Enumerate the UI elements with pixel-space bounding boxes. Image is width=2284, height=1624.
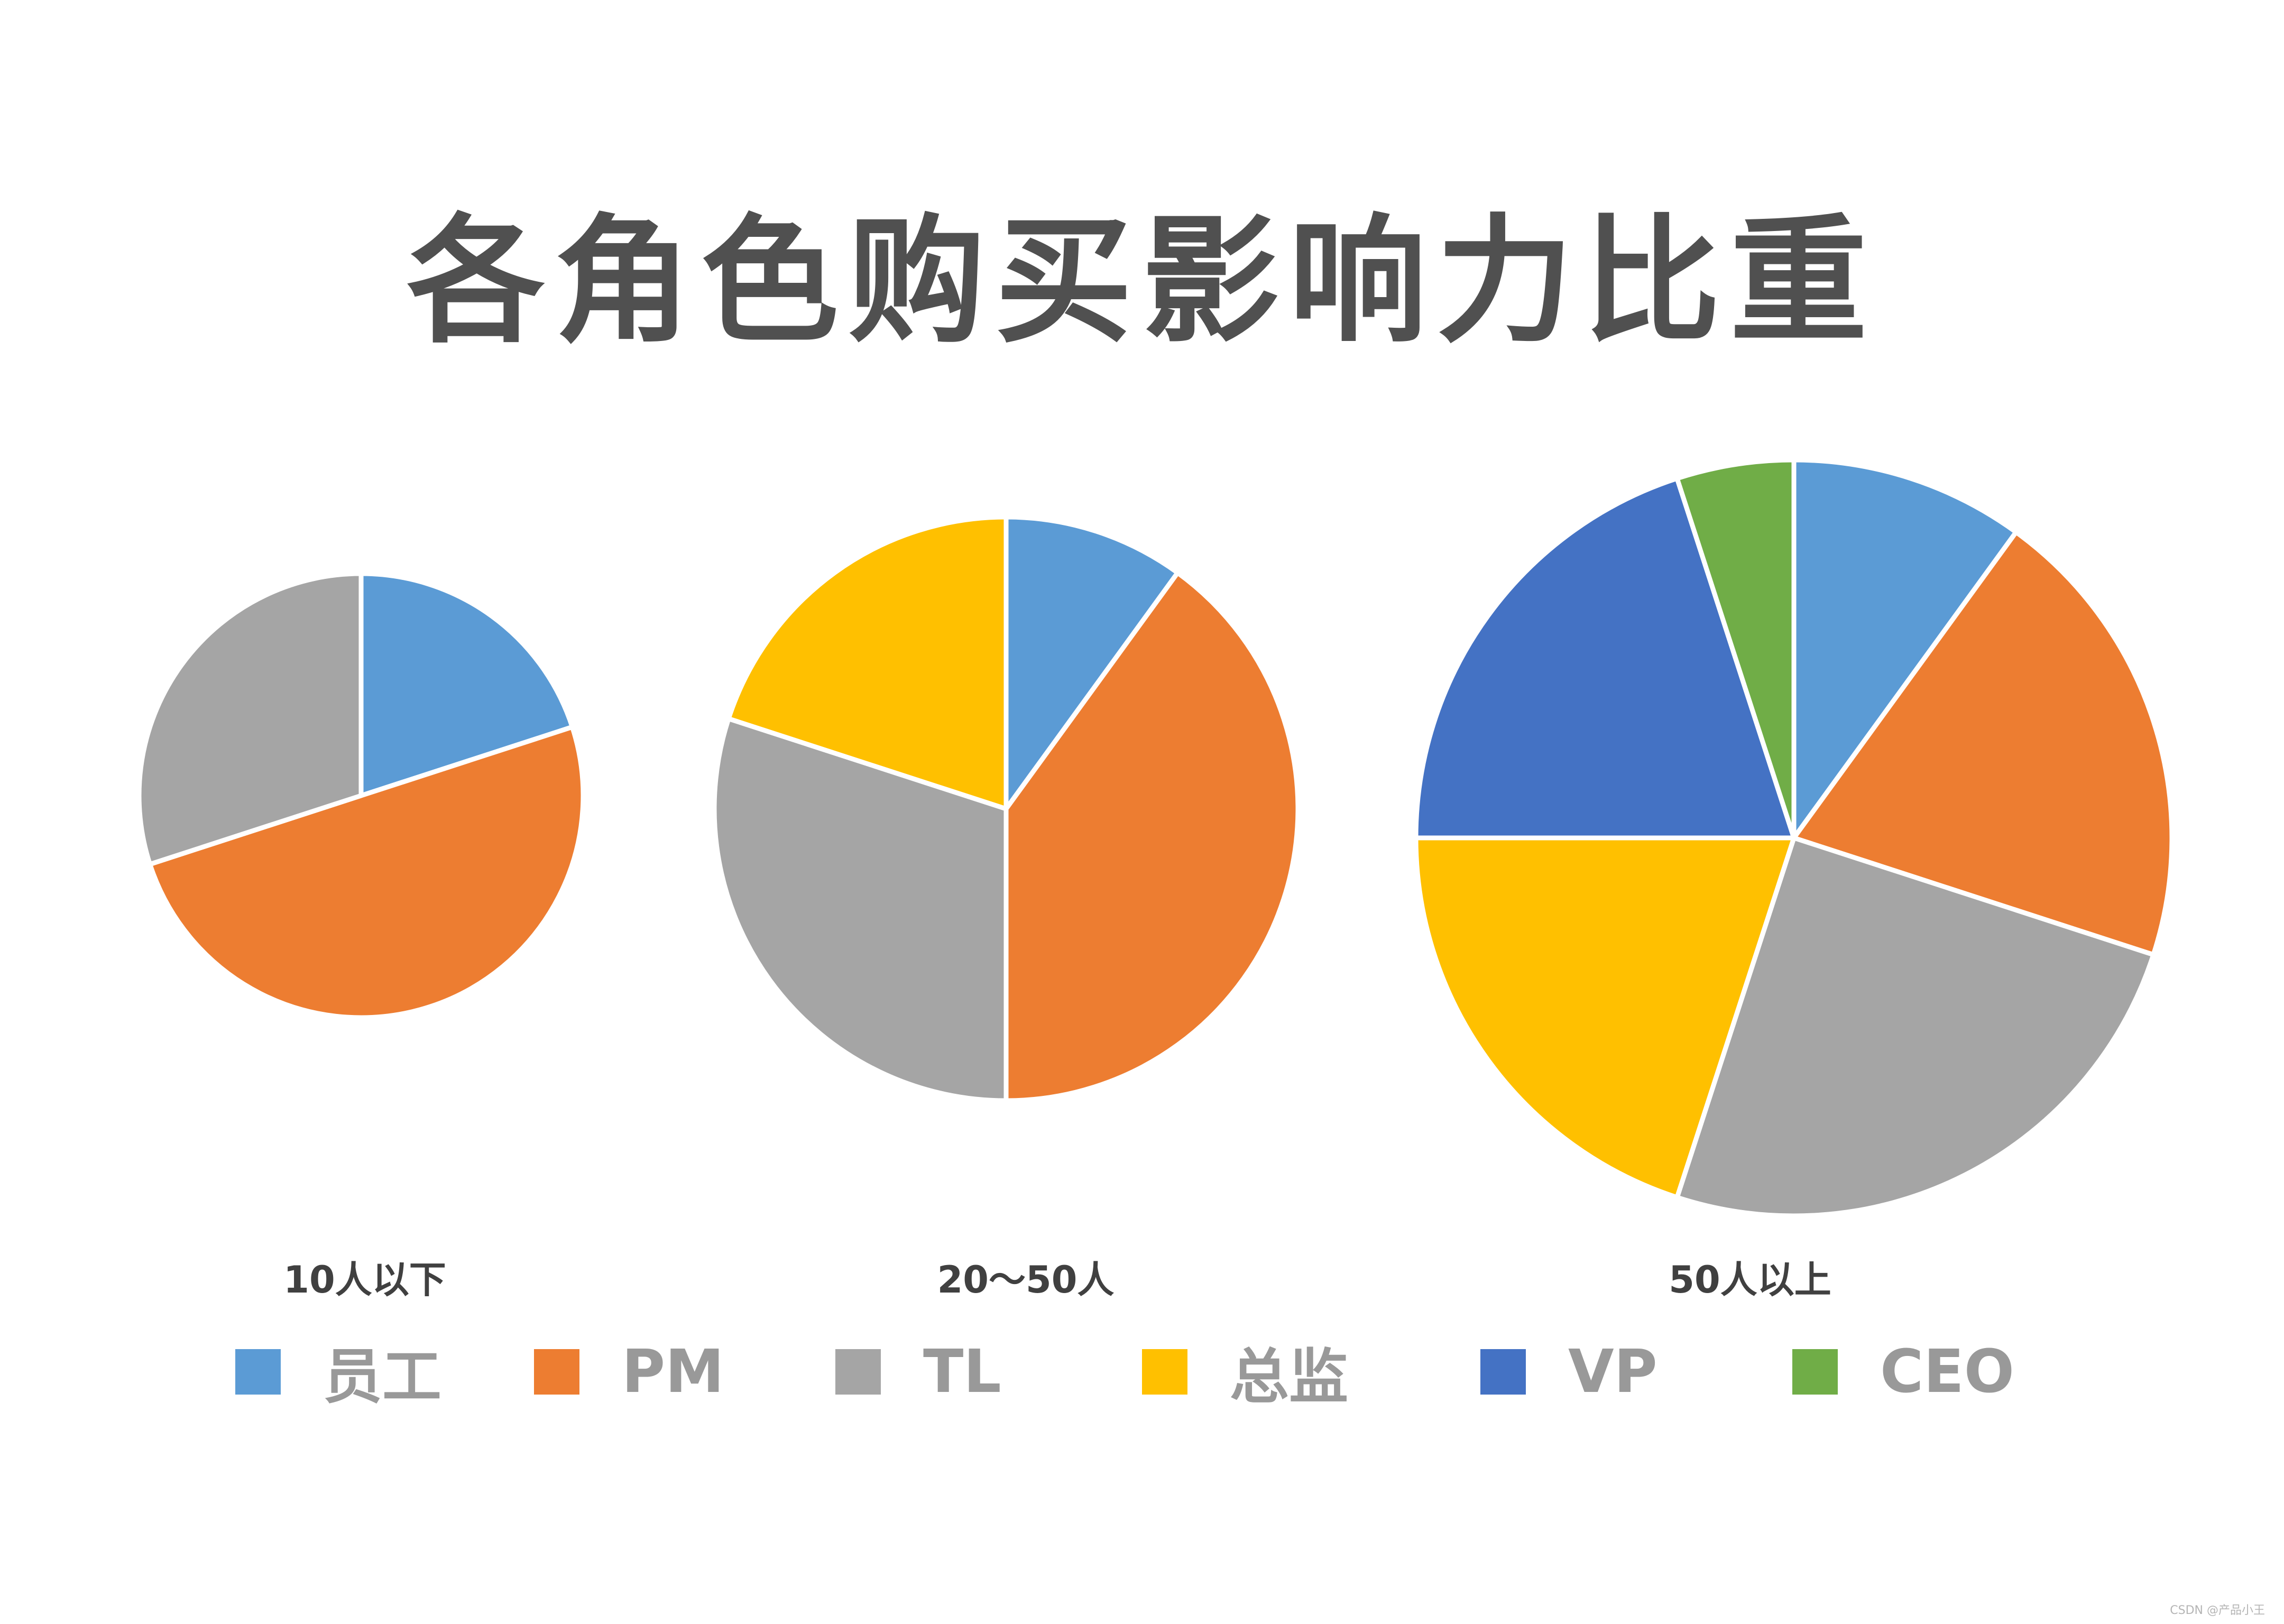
legend-label-pm: PM (622, 1337, 724, 1406)
pie-2-slice-1 (1791, 530, 2175, 957)
pie-1-slice-3 (726, 514, 1009, 811)
pie-label-medium: 20～50人 (937, 1258, 1115, 1302)
legend-swatch-ceo (1792, 1349, 1838, 1395)
pie-2-slice-0 (1791, 457, 2019, 841)
pie-1-slice-2 (712, 716, 1009, 1103)
legend-item-pm: PM (534, 1332, 724, 1411)
legend-swatch-employee (235, 1349, 281, 1395)
legend-label-tl: TL (923, 1337, 1001, 1406)
legend-label-director: 总监 (1230, 1343, 1348, 1411)
legend-swatch-pm (534, 1349, 579, 1395)
pie-0-slice-0 (358, 571, 575, 798)
legend-swatch-vp (1480, 1349, 1526, 1395)
watermark: CSDN @产品小王 (2170, 1604, 2265, 1617)
pie-0-slice-1 (148, 724, 586, 1020)
pie-2-slice-2 (1674, 835, 2156, 1219)
pie-label-small: 10人以下 (283, 1258, 446, 1302)
legend-item-employee: 员工 (235, 1332, 441, 1411)
legend-label-ceo: CEO (1880, 1337, 2014, 1406)
pie-2-slice-5 (1674, 457, 1797, 841)
legend-swatch-tl (835, 1349, 881, 1395)
legend-label-vp: VP (1568, 1337, 1657, 1406)
legend-label-employee: 员工 (323, 1343, 441, 1411)
pie-1-slice-1 (1003, 570, 1301, 1103)
legend: 员工 PM TL 总监 VP CEO (0, 1332, 2284, 1411)
pie-2-slice-3 (1413, 835, 1797, 1200)
pie-2-slice-4 (1413, 476, 1797, 841)
legend-item-tl: TL (835, 1332, 1001, 1411)
legend-item-director: 总监 (1142, 1332, 1348, 1411)
chart-title: 各角色购买影响力比重 (407, 202, 1877, 362)
pie-label-large: 50人以上 (1669, 1258, 1831, 1302)
legend-item-ceo: CEO (1792, 1332, 2014, 1411)
pie-0-slice-2 (136, 571, 364, 867)
legend-item-vp: VP (1480, 1332, 1657, 1411)
legend-swatch-director (1142, 1349, 1187, 1395)
pie-1-slice-0 (1003, 514, 1180, 811)
